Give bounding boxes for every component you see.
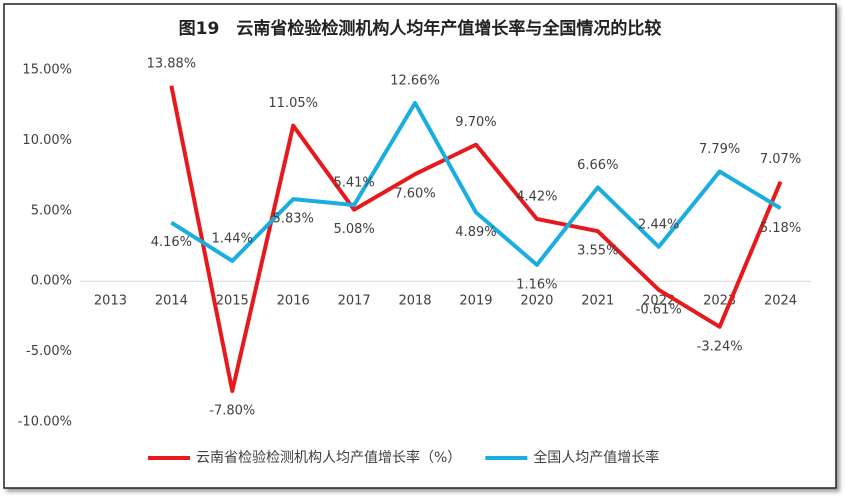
data-label: 3.55% [577, 244, 618, 259]
data-label: 11.05% [268, 96, 318, 111]
frame [3, 3, 837, 489]
x-tick-label: 2018 [398, 294, 431, 309]
y-tick-label: 0.00% [31, 274, 72, 289]
x-tick-label: 2015 [216, 294, 249, 309]
legend-label: 云南省检验检测机构人均产值增长率（%） [196, 449, 461, 466]
x-tick-label: 2019 [459, 294, 492, 309]
data-label: 7.60% [394, 187, 435, 202]
data-label: 5.41% [333, 176, 374, 191]
y-tick-label: -10.00% [18, 415, 72, 430]
legend-label: 全国人均产值增长率 [533, 449, 659, 466]
data-label: -3.24% [697, 339, 743, 354]
x-tick-label: 2024 [764, 294, 797, 309]
data-label: 7.79% [699, 142, 740, 157]
chart-title: 图19 云南省检验检测机构人均年产值增长率与全国情况的比较 [179, 18, 662, 39]
y-tick-label: 5.00% [31, 203, 72, 218]
data-label: 6.66% [577, 158, 618, 173]
x-tick-label: 2022 [642, 294, 675, 309]
data-label: 7.07% [760, 152, 801, 167]
x-tick-label: 2021 [581, 294, 614, 309]
x-tick-label: 2017 [338, 294, 371, 309]
data-label: 12.66% [390, 73, 440, 88]
data-label: 13.88% [147, 56, 197, 71]
data-label: 5.83% [273, 212, 314, 227]
x-tick-label: 2013 [94, 294, 127, 309]
data-label: 4.89% [455, 225, 496, 240]
y-tick-label: 15.00% [22, 63, 72, 78]
data-label: 9.70% [455, 115, 496, 130]
data-label: 4.16% [151, 235, 192, 250]
y-tick-label: 10.00% [22, 133, 72, 148]
x-tick-label: 2016 [277, 294, 310, 309]
series-line [170, 100, 782, 267]
data-label: -7.80% [209, 404, 255, 419]
data-label: 1.44% [212, 231, 253, 246]
data-label: 5.08% [333, 222, 374, 237]
series-line [169, 85, 783, 394]
x-tick-label: 2020 [520, 294, 553, 309]
data-label: 1.16% [516, 277, 557, 292]
x-tick-label: 2014 [155, 294, 188, 309]
data-label: -0.61% [636, 302, 682, 317]
data-label: 4.42% [516, 189, 557, 204]
data-label: 2.44% [638, 217, 679, 232]
y-tick-label: -5.00% [26, 344, 72, 359]
data-label: 5.18% [760, 221, 801, 236]
